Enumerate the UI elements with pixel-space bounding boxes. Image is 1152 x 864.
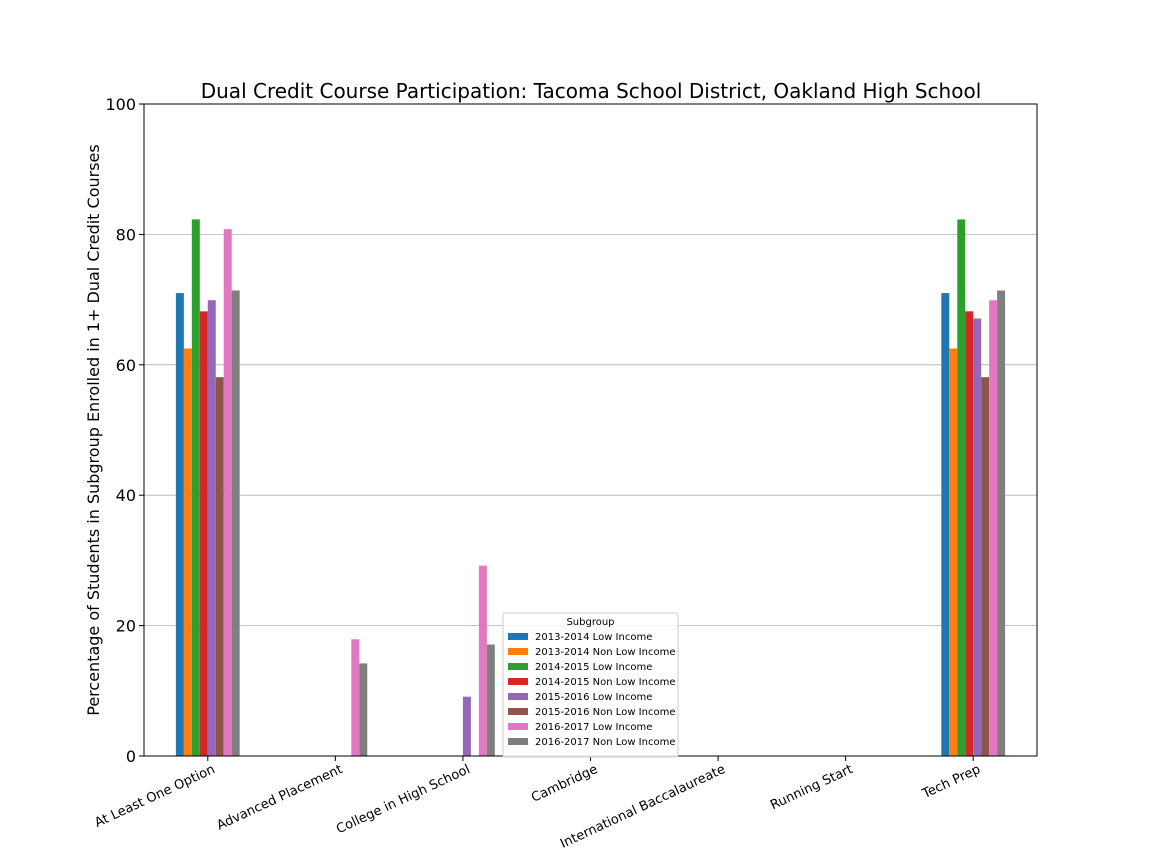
y-tick-label: 20 (116, 617, 136, 636)
bars (175, 219, 1006, 757)
bar (231, 290, 240, 756)
bar (965, 311, 974, 756)
bar (191, 219, 200, 757)
legend-entry: 2015-2016 Non Low Income (535, 707, 675, 718)
legend-swatch (508, 633, 528, 640)
legend-swatch (508, 708, 528, 715)
x-tick-label: Tech Prep (919, 762, 983, 802)
legend-swatch (508, 678, 528, 685)
y-axis-label: Percentage of Students in Subgroup Enrol… (84, 144, 103, 715)
bar (478, 565, 487, 756)
y-tick-label: 80 (116, 225, 136, 244)
x-tick-label: Cambridge (529, 762, 600, 806)
y-tick-label: 60 (116, 356, 136, 375)
legend-entry: 2016-2017 Low Income (535, 722, 652, 733)
gridlines (144, 233, 1037, 626)
legend-title: Subgroup (566, 617, 614, 628)
x-tick-label: College in High School (334, 762, 472, 837)
bar (175, 293, 184, 756)
legend-swatch (508, 738, 528, 745)
chart-title: Dual Credit Course Participation: Tacoma… (201, 79, 982, 103)
legend-box (502, 612, 679, 758)
bar (223, 229, 232, 756)
legend-swatch (508, 723, 528, 730)
bar (359, 663, 368, 756)
legend-entry: 2014-2015 Non Low Income (535, 677, 675, 688)
bar (199, 311, 208, 756)
bar (957, 219, 966, 757)
bar (941, 293, 950, 756)
legend-swatch (508, 648, 528, 655)
legend-entry: 2013-2014 Low Income (535, 632, 652, 643)
y-tick-label: 100 (105, 95, 136, 114)
bar (981, 377, 990, 756)
bar (973, 318, 982, 756)
legend-entry: 2015-2016 Low Income (535, 692, 652, 703)
legend-swatch (508, 693, 528, 700)
bar (462, 696, 471, 756)
bar (989, 300, 998, 756)
y-tick-label: 0 (126, 747, 136, 766)
y-axis: 0 20 40 60 80 100 (105, 95, 144, 766)
bar (183, 348, 192, 756)
bar (215, 377, 224, 756)
x-tick-label: Running Start (768, 762, 855, 813)
x-tick-label: At Least One Option (93, 762, 218, 831)
legend-swatch (508, 663, 528, 670)
bar (486, 644, 495, 756)
x-tick-label: Advanced Placement (215, 762, 345, 833)
bar (351, 639, 360, 756)
bar (997, 290, 1006, 756)
legend-entry: 2016-2017 Non Low Income (535, 737, 675, 748)
legend: Subgroup 2013-2014 Low Income 2013-2014 No… (502, 612, 679, 758)
legend-entry: 2013-2014 Non Low Income (535, 647, 675, 658)
bar (207, 300, 216, 756)
bar (949, 348, 958, 756)
legend-entry: 2014-2015 Low Income (535, 662, 652, 673)
y-tick-label: 40 (116, 486, 136, 505)
